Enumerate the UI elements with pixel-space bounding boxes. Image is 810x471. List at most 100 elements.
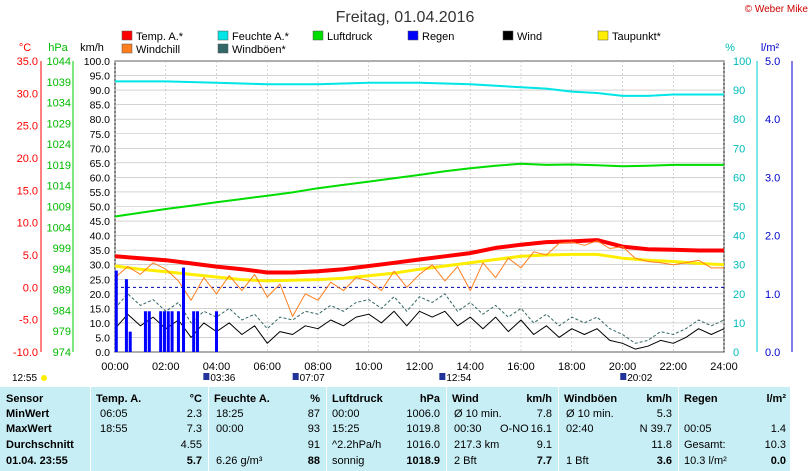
rain-bar bbox=[195, 311, 199, 352]
wind-axis-tick: 40.0 bbox=[90, 231, 111, 243]
hum-value: 88 bbox=[307, 455, 320, 467]
temp-value: 4.55 bbox=[180, 439, 202, 451]
axis-unit-pressure: hPa bbox=[48, 42, 68, 54]
pressure-axis-tick: 1009 bbox=[47, 202, 71, 214]
rain-bar bbox=[166, 311, 170, 352]
humidity-axis-tick: 70 bbox=[733, 143, 745, 155]
pressure-axis-tick: 1019 bbox=[47, 160, 71, 172]
rain-bar bbox=[147, 311, 151, 352]
marker-icon bbox=[203, 373, 210, 380]
temp-axis-tick: -10.0 bbox=[13, 347, 38, 359]
rain-bar bbox=[159, 311, 163, 352]
gust-value: N 39.7 bbox=[639, 423, 672, 435]
wind-axis-tick: 20.0 bbox=[90, 289, 111, 301]
marker-label: 07:07 bbox=[300, 373, 325, 384]
rain-bar bbox=[215, 311, 218, 352]
axis-unit-humidity: % bbox=[725, 42, 735, 54]
table-divider bbox=[446, 387, 447, 471]
wind-axis-tick: 65.0 bbox=[90, 158, 111, 170]
legend-label: Windchill bbox=[136, 44, 180, 56]
header-gust-unit: km/h bbox=[646, 393, 672, 405]
row-label: MaxWert bbox=[6, 423, 52, 435]
header-press: Luftdruck bbox=[332, 393, 383, 405]
header-gust: Windböen bbox=[564, 393, 618, 405]
wind-axis-tick: 75.0 bbox=[90, 129, 111, 141]
pressure-axis-tick: 984 bbox=[53, 305, 71, 317]
legend-swatch bbox=[502, 30, 514, 41]
gust-time: 1 Bft bbox=[566, 455, 589, 467]
wind-axis-tick: 100.0 bbox=[84, 56, 110, 68]
copyright-text: © Weber Mike bbox=[745, 4, 809, 15]
wind-time: 217.3 km bbox=[454, 439, 500, 451]
table-divider bbox=[558, 387, 559, 471]
table-divider bbox=[208, 387, 209, 471]
wind-axis-tick: 15.0 bbox=[90, 303, 111, 315]
pressure-axis-tick: 1039 bbox=[47, 77, 71, 89]
humidity-axis-tick: 0 bbox=[733, 347, 739, 359]
wind-axis-tick: 60.0 bbox=[90, 172, 111, 184]
table-divider bbox=[90, 387, 91, 471]
temp-time: 06:05 bbox=[100, 408, 128, 420]
gust-time: Ø 10 min. bbox=[566, 408, 614, 420]
legend-swatch bbox=[312, 30, 324, 41]
temp-axis-tick: 0.0 bbox=[23, 282, 38, 294]
x-axis-tick: 06:00 bbox=[253, 361, 281, 373]
temp-value: 7.3 bbox=[186, 423, 202, 435]
rain-axis-tick: 5.0 bbox=[765, 56, 780, 68]
legend-label: Windböen* bbox=[232, 44, 287, 56]
wind-axis-tick: 50.0 bbox=[90, 202, 111, 214]
wind-value: 9.1 bbox=[536, 439, 552, 451]
series-line-taupunkt bbox=[114, 252, 725, 283]
temp-axis-tick: 30.0 bbox=[17, 88, 38, 100]
series-line-windben bbox=[114, 293, 725, 344]
rain-bar bbox=[182, 267, 186, 352]
pressure-axis-tick: 989 bbox=[53, 285, 71, 297]
temp-axis-tick: 20.0 bbox=[17, 153, 38, 165]
rain-value: 1.4 bbox=[770, 423, 786, 435]
wind-time: 00:30 bbox=[454, 423, 482, 435]
x-axis-tick: 22:00 bbox=[659, 361, 687, 373]
header-wind: Wind bbox=[452, 393, 479, 405]
rain-bar bbox=[162, 311, 166, 352]
marker-label: 12:54 bbox=[446, 373, 471, 384]
gust-value: 11.8 bbox=[651, 439, 672, 451]
rain-bar bbox=[176, 311, 180, 352]
temp-value: 5.7 bbox=[186, 455, 202, 467]
series-line-feuchtea bbox=[115, 80, 724, 97]
pressure-axis-tick: 1034 bbox=[47, 98, 71, 110]
humidity-axis-tick: 100 bbox=[733, 56, 751, 68]
legend-label: Feuchte A.* bbox=[232, 31, 290, 43]
marker-icon bbox=[292, 373, 299, 380]
temp-axis-tick: 25.0 bbox=[17, 121, 38, 133]
rain-axis-tick: 1.0 bbox=[765, 289, 780, 301]
hum-time: 00:00 bbox=[216, 423, 244, 435]
rain-bar bbox=[128, 331, 132, 352]
temp-time: 18:55 bbox=[100, 423, 128, 435]
rain-axis-tick: 2.0 bbox=[765, 231, 780, 243]
humidity-axis-tick: 30 bbox=[733, 260, 745, 272]
wind-axis-tick: 25.0 bbox=[90, 274, 111, 286]
pressure-axis-tick: 1029 bbox=[47, 118, 71, 130]
table-divider bbox=[326, 387, 327, 471]
wind-time: Ø 10 min. bbox=[454, 408, 502, 420]
wind-axis-tick: 85.0 bbox=[90, 100, 111, 112]
x-axis-tick: 10:00 bbox=[355, 361, 383, 373]
press-value: 1016.0 bbox=[406, 439, 440, 451]
wind-axis-tick: 55.0 bbox=[90, 187, 111, 199]
gust-value: 5.3 bbox=[656, 408, 672, 420]
rain-value: 0.0 bbox=[770, 455, 786, 467]
wind-axis-tick: 30.0 bbox=[90, 260, 111, 272]
humidity-axis-tick: 50 bbox=[733, 202, 745, 214]
humidity-axis-tick: 10 bbox=[733, 318, 745, 330]
marker-label: 20:02 bbox=[627, 373, 652, 384]
pressure-axis-tick: 979 bbox=[53, 326, 71, 338]
hum-time: 6.26 g/m³ bbox=[216, 455, 263, 467]
temp-value: 2.3 bbox=[186, 408, 202, 420]
legend-swatch bbox=[217, 43, 229, 54]
legend-label: Regen bbox=[422, 31, 454, 43]
gust-value: 3.6 bbox=[656, 455, 672, 467]
x-axis-tick: 12:00 bbox=[406, 361, 434, 373]
humidity-axis-tick: 80 bbox=[733, 114, 745, 126]
wind-axis-tick: 10.0 bbox=[90, 318, 111, 330]
pressure-axis-tick: 1044 bbox=[47, 56, 71, 68]
